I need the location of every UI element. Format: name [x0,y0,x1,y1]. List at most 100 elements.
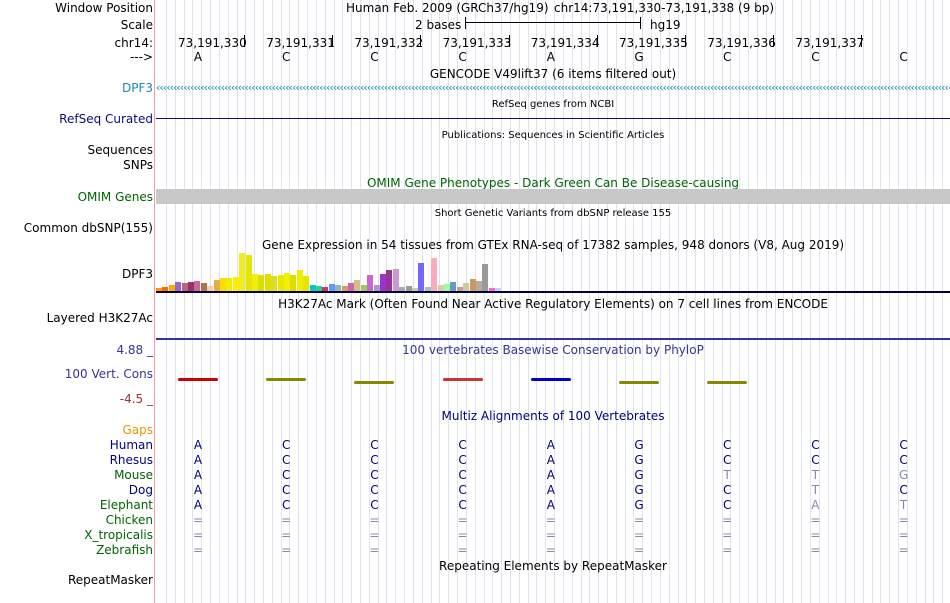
species-label[interactable]: Mouse [114,468,153,482]
omim-track-label[interactable]: OMIM Genes [77,190,153,204]
gtex-track-title[interactable]: Gene Expression in 54 tissues from GTEx … [261,238,845,252]
gtex-tissue-bar[interactable] [348,283,354,291]
gtex-tissue-bar[interactable] [399,287,405,291]
omim-track-title[interactable]: OMIM Gene Phenotypes - Dark Green Can Be… [366,176,740,190]
cons-track-title[interactable]: 100 vertebrates Basewise Conservation by… [402,343,704,357]
gtex-tissue-bar[interactable] [393,269,399,291]
cons-score-bar[interactable] [266,378,307,381]
gtex-tissue-bar[interactable] [438,285,444,291]
gtex-tissue-bar[interactable] [354,280,360,291]
gtex-tissue-bar[interactable] [290,275,296,291]
gtex-tissue-bar[interactable] [450,282,456,291]
gtex-tissue-bar[interactable] [431,258,437,291]
gtex-tissue-bar[interactable] [444,284,450,291]
gtex-tissue-bar[interactable] [418,263,424,291]
species-label[interactable]: Zebrafish [96,543,153,557]
h3k27ac-track-label[interactable]: Layered H3K27Ac [46,311,153,325]
h3k27ac-track-title[interactable]: H3K27Ac Mark (Often Found Near Active Re… [278,297,828,311]
gtex-tissue-bar[interactable] [201,283,207,291]
gtex-tissue-bar[interactable] [252,274,258,291]
gtex-tissue-bar[interactable] [188,282,194,291]
refseq-track-label[interactable]: RefSeq Curated [59,112,153,126]
gtex-tissue-bar[interactable] [342,286,348,291]
gencode-track-title[interactable]: GENCODE V49lift37 (6 items filtered out) [429,67,677,81]
gtex-tissue-bar[interactable] [329,284,335,291]
gtex-tissue-bar[interactable] [265,274,271,291]
snps-track-label[interactable]: SNPs [123,158,153,172]
gtex-tissue-bar[interactable] [489,288,495,291]
gtex-track-label[interactable]: DPF3 [121,267,153,281]
cons-phylop-bars[interactable] [156,360,950,400]
gencode-gene-label[interactable]: DPF3 [121,81,153,95]
gtex-tissue-bar[interactable] [380,274,386,291]
species-label[interactable]: Chicken [105,513,153,527]
gtex-tissue-bar[interactable] [412,288,418,291]
gtex-tissue-bar[interactable] [284,273,290,291]
gtex-tissue-bar[interactable] [207,286,213,291]
gtex-tissue-bar[interactable] [214,280,220,291]
assembly-title[interactable]: Human Feb. 2009 (GRCh37/hg19) [346,1,549,15]
gtex-tissue-bar[interactable] [182,283,188,291]
pubs-track-label[interactable]: Sequences [87,143,153,157]
dbsnp-track-label[interactable]: Common dbSNP(155) [23,221,153,235]
gtex-tissue-bar[interactable] [233,277,239,291]
cons-score-bar[interactable] [530,378,571,381]
gtex-tissue-bar[interactable] [361,285,367,291]
gtex-tissue-bar[interactable] [156,288,162,291]
gtex-tissue-bar[interactable] [239,253,245,291]
gtex-tissue-bar[interactable] [457,287,463,291]
gtex-tissue-bar[interactable] [316,286,322,291]
refseq-track-title[interactable]: RefSeq genes from NCBI [491,99,615,110]
gtex-tissue-bar[interactable] [425,287,431,291]
gtex-tissue-bar[interactable] [463,283,469,291]
cons-score-bar[interactable] [354,381,395,384]
species-label[interactable]: Dog [128,483,153,497]
gtex-tissue-bar[interactable] [406,286,412,291]
gtex-tissue-bar[interactable] [335,285,341,291]
species-label[interactable]: X_tropicalis [84,528,153,542]
species-label[interactable]: Elephant [99,498,153,512]
gtex-tissue-bar[interactable] [476,281,482,291]
gtex-tissue-bar[interactable] [374,285,380,291]
gtex-expression-bars[interactable] [156,250,950,291]
gtex-tissue-bar[interactable] [482,264,488,291]
cons-score-bar[interactable] [619,381,659,384]
cons-track-label[interactable]: 100 Vert. Cons [64,367,153,381]
species-label[interactable]: Human [109,438,153,452]
gtex-tissue-bar[interactable] [386,270,392,291]
repeatmasker-track-title[interactable]: Repeating Elements by RepeatMasker [439,559,667,573]
gtex-tissue-bar[interactable] [367,275,373,291]
cons-score-bar[interactable] [707,381,748,384]
grid-line [598,0,599,603]
gtex-tissue-bar[interactable] [495,288,501,291]
gtex-tissue-bar[interactable] [278,275,284,291]
refseq-gene-feature[interactable] [156,118,950,119]
cons-score-bar[interactable] [442,378,483,381]
h3k27ac-signal[interactable] [156,338,950,340]
sequence-base: C [281,50,291,64]
gtex-tissue-bar[interactable] [271,276,277,291]
repeatmasker-track-label[interactable]: RepeatMasker [67,573,153,587]
gtex-tissue-bar[interactable] [162,287,168,291]
position-readout[interactable]: chr14:73,191,330-73,191,338 (9 bp) [554,1,775,15]
gtex-tissue-bar[interactable] [169,285,175,291]
gtex-tissue-bar[interactable] [226,278,232,291]
gtex-tissue-bar[interactable] [246,255,252,291]
multiz-track-title[interactable]: Multiz Alignments of 100 Vertebrates [441,409,665,423]
pubs-track-title[interactable]: Publications: Sequences in Scientific Ar… [441,130,665,141]
gtex-tissue-bar[interactable] [322,287,328,291]
cons-score-bar[interactable] [178,378,218,381]
gtex-tissue-bar[interactable] [303,276,309,291]
dbsnp-track-title[interactable]: Short Genetic Variants from dbSNP releas… [434,208,672,219]
gtex-tissue-bar[interactable] [310,285,316,291]
gtex-tissue-bar[interactable] [220,278,226,291]
gtex-tissue-bar[interactable] [297,270,303,291]
gtex-tissue-bar[interactable] [194,281,200,291]
aligned-base: = [722,528,733,542]
gencode-gene-feature[interactable]: ‹‹‹‹‹‹‹‹‹‹‹‹‹‹‹‹‹‹‹‹‹‹‹‹‹‹‹‹‹‹‹‹‹‹‹‹‹‹‹‹… [156,81,950,94]
omim-phenotype-bar[interactable] [156,189,950,204]
gtex-tissue-bar[interactable] [258,275,264,291]
gtex-tissue-bar[interactable] [470,279,476,291]
gtex-tissue-bar[interactable] [175,282,181,291]
species-label[interactable]: Rhesus [109,453,153,467]
